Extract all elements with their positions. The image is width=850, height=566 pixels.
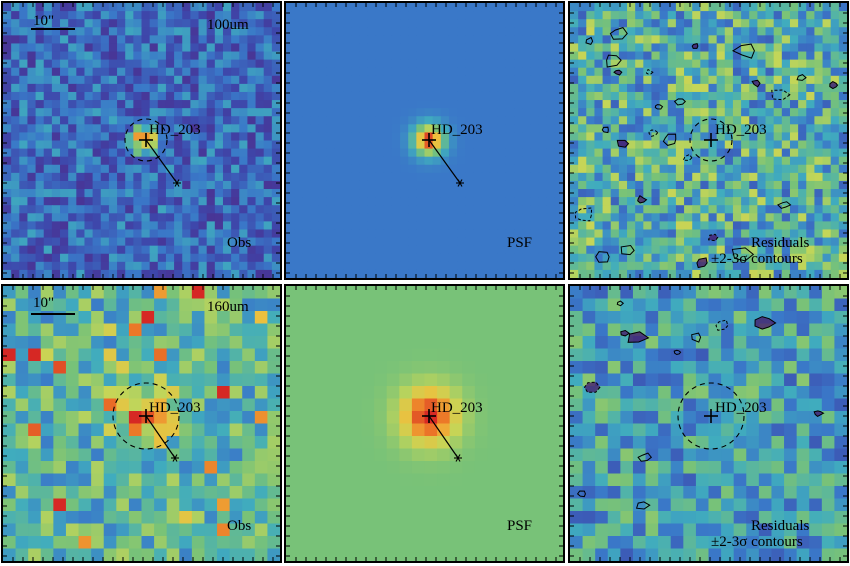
- band-label: 160um: [207, 299, 249, 315]
- target-label: HD_203: [431, 122, 483, 138]
- residual-100um-panel: HD_203 Residuals ±2-3σ contours: [568, 1, 849, 280]
- residual-160um-map: [570, 286, 847, 561]
- obs-100um-panel: 10" 100um HD_203 Obs: [1, 1, 282, 280]
- obs-160um-panel: 10" 160um HD_203 Obs: [1, 284, 282, 563]
- target-label: HD_203: [715, 400, 767, 416]
- scalebar-label: 10": [33, 295, 55, 311]
- residual-160um-panel: HD_203 Residuals ±2-3σ contours: [568, 284, 849, 563]
- obs-label: Obs: [227, 235, 252, 251]
- psf-160um-map: [286, 286, 563, 561]
- target-label: HD_203: [149, 400, 201, 416]
- obs-100um-map: [3, 3, 280, 278]
- psf-label: PSF: [507, 518, 533, 534]
- obs-label: Obs: [227, 518, 252, 534]
- contour-label: ±2-3σ contours: [711, 534, 803, 550]
- psf-160um-panel: HD_203 PSF: [284, 284, 565, 563]
- residual-label: Residuals: [751, 235, 810, 251]
- contour-label: ±2-3σ contours: [711, 251, 803, 267]
- obs-160um-map: [3, 286, 280, 561]
- band-label: 100um: [207, 17, 249, 33]
- target-label: HD_203: [431, 400, 483, 416]
- residual-label: Residuals: [751, 518, 810, 534]
- psf-label: PSF: [507, 235, 533, 251]
- scalebar-label: 10": [33, 13, 55, 29]
- residual-100um-map: [570, 3, 847, 278]
- psf-100um-map: [286, 3, 563, 278]
- target-label: HD_203: [149, 122, 201, 138]
- target-label: HD_203: [715, 122, 767, 138]
- psf-100um-panel: HD_203 PSF: [284, 1, 565, 280]
